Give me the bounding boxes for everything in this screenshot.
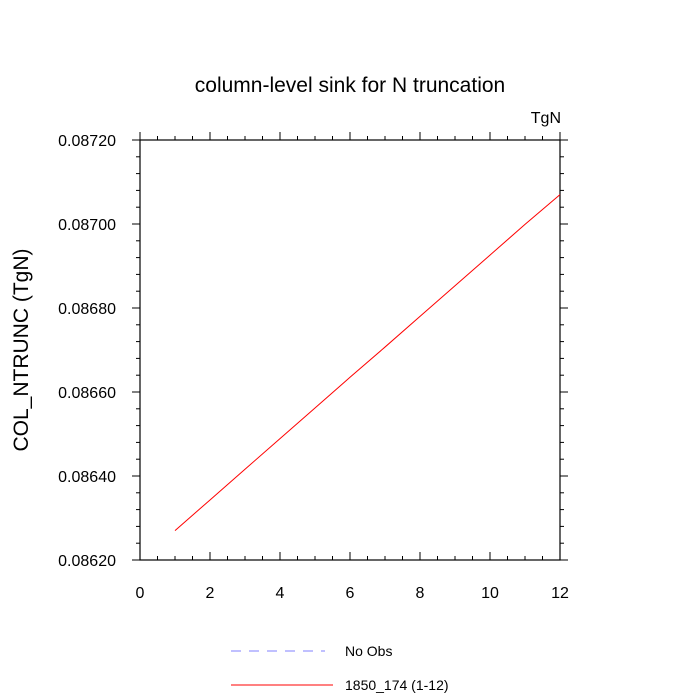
legend-label: No Obs bbox=[345, 643, 392, 659]
x-tick-label: 0 bbox=[136, 585, 145, 602]
units-label: TgN bbox=[531, 110, 561, 127]
plot-frame bbox=[139, 139, 561, 561]
x-tick-label: 4 bbox=[276, 585, 285, 602]
y-tick-label: 0.08700 bbox=[58, 217, 116, 234]
y-tick-label: 0.08720 bbox=[58, 133, 116, 150]
y-axis-label: COL_NTRUNC (TgN) bbox=[10, 248, 33, 451]
x-tick-label: 10 bbox=[481, 585, 499, 602]
chart-title: column-level sink for N truncation bbox=[195, 74, 505, 97]
axis-ticks: 0 2 4 6 8 10 12 0.08620 0.08640 0.08660 0.08680 0.0… bbox=[58, 132, 569, 602]
legend-label: 1850_174 (1-12) bbox=[345, 677, 449, 693]
y-tick-label: 0.08620 bbox=[58, 553, 116, 570]
x-tick-label: 12 bbox=[551, 585, 569, 602]
x-tick-label: 6 bbox=[346, 585, 355, 602]
series-line-1 bbox=[174, 194, 561, 531]
y-tick-label: 0.08640 bbox=[58, 469, 116, 486]
y-tick-label: 0.08660 bbox=[58, 385, 116, 402]
y-tick-label: 0.08680 bbox=[58, 301, 116, 318]
x-tick-label: 8 bbox=[416, 585, 425, 602]
series-layer bbox=[174, 194, 561, 531]
legend: No Obs 1850_174 (1-12) bbox=[231, 643, 449, 693]
x-tick-label: 2 bbox=[206, 585, 215, 602]
